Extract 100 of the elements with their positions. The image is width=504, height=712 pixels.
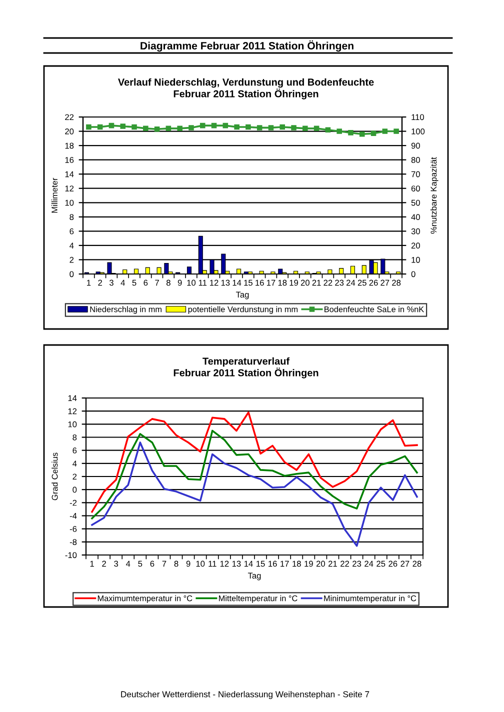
- text: Deutscher Wetterdienst - Niederlassung Weihenstephan - Seite 7: [121, 690, 370, 700]
- x-tick-label: 24: [346, 280, 356, 286]
- y-tick-label: 10: [65, 200, 74, 206]
- x-tick-label: 25: [376, 560, 386, 567]
- x-tick-label: 9: [186, 560, 190, 567]
- x-tick-label: 8: [174, 560, 178, 567]
- x-tick-label: 27: [380, 280, 390, 286]
- x-tick-label: 3: [109, 280, 114, 286]
- y2-tick-label: 30: [411, 228, 420, 234]
- x-tick-label: 22: [340, 560, 349, 567]
- x-tick-label: 5: [138, 560, 142, 567]
- y2-tick-label: 40: [411, 214, 420, 220]
- y2-tick-label: 20: [411, 242, 420, 249]
- x-tick-label: 23: [352, 560, 362, 567]
- chart-subtitle: Februar 2011 Station Öhringen: [174, 88, 318, 100]
- x-tick-label: 17: [266, 280, 276, 286]
- x-axis-title: Tag: [248, 572, 261, 580]
- y2-axis-title: %nutzbare Kapazität: [430, 157, 438, 234]
- x-tick-label: 13: [221, 280, 230, 286]
- x-tick-label: 11: [198, 280, 207, 286]
- y-tick-label: -6: [70, 526, 77, 532]
- y-tick-label: 2: [70, 256, 74, 263]
- x-tick-label: 27: [400, 560, 410, 567]
- legend-label: Minimumtemperatur in °C: [324, 595, 416, 603]
- y-tick-label: 12: [68, 408, 77, 414]
- y-tick-label: 4: [70, 242, 74, 248]
- x-tick-label: 10: [187, 280, 196, 286]
- y-tick-label: -4: [70, 513, 77, 519]
- legend-label: Maximumtemperatur in °C: [98, 595, 192, 603]
- x-tick-label: 7: [162, 560, 166, 567]
- x-tick-label: 12: [220, 560, 229, 567]
- x-tick-label: 17: [280, 560, 289, 567]
- chart-title: Temperaturverlauf: [202, 357, 290, 367]
- x-tick-label: 20: [316, 560, 326, 567]
- x-tick-label: 26: [369, 280, 378, 286]
- y-tick-label: 14: [68, 395, 77, 402]
- x-tick-label: 4: [126, 560, 130, 567]
- x-tick-label: 21: [312, 280, 321, 286]
- y-axis-title: Millimeter: [51, 178, 58, 213]
- y-tick-label: 8: [72, 434, 77, 440]
- x-axis-title: Tag: [236, 292, 249, 300]
- y-tick-label: 10: [68, 421, 77, 428]
- x-tick-label: 28: [392, 280, 401, 286]
- x-tick-label: 28: [412, 560, 422, 567]
- x-tick-label: 12: [210, 280, 218, 286]
- y-tick-label: -2: [70, 500, 77, 506]
- y2-tick-label: 100: [412, 128, 425, 134]
- x-tick-label: 14: [232, 280, 242, 286]
- x-tick-label: 22: [324, 280, 332, 286]
- x-tick-label: 23: [335, 280, 344, 286]
- y2-tick-label: 70: [411, 171, 420, 178]
- y-tick-label: -8: [70, 539, 77, 546]
- x-tick-label: 24: [364, 560, 374, 567]
- y-tick-label: 0: [72, 486, 77, 493]
- y2-tick-label: 90: [411, 142, 420, 149]
- x-tick-label: 9: [178, 280, 182, 286]
- x-tick-label: 4: [120, 280, 125, 286]
- y2-tick-label: 110: [412, 114, 424, 120]
- y-tick-label: 14: [65, 171, 74, 178]
- y-tick-label: 0: [70, 271, 74, 278]
- y2-tick-label: 80: [411, 157, 420, 163]
- legend-label: Bodenfeuchte SaLe in %nK: [324, 306, 424, 312]
- y-tick-label: 4: [72, 460, 77, 466]
- x-tick-label: 8: [166, 280, 170, 286]
- chart-subtitle: Februar 2011 Station Öhringen: [174, 368, 318, 378]
- x-tick-label: 2: [98, 280, 102, 286]
- x-tick-label: 19: [304, 560, 313, 567]
- y2-tick-label: 50: [411, 200, 420, 206]
- y-tick-label: -10: [65, 552, 77, 558]
- legend-label: Mitteltemperatur in °C: [219, 595, 298, 603]
- x-tick-label: 14: [244, 560, 253, 567]
- x-tick-label: 13: [232, 560, 241, 567]
- y-axis-title: Grad Celsius: [52, 452, 58, 500]
- x-tick-label: 18: [278, 280, 287, 286]
- x-tick-label: 16: [268, 560, 277, 567]
- y-tick-label: 6: [72, 448, 77, 454]
- y-tick-label: 2: [72, 474, 77, 480]
- x-tick-label: 1: [90, 560, 94, 567]
- x-tick-label: 1: [87, 280, 91, 286]
- y-tick-label: 20: [65, 128, 74, 134]
- y-tick-label: 22: [65, 114, 74, 120]
- legend-label: Niederschlag in mm: [90, 306, 162, 314]
- chart-title: Verlauf Niederschlag, Verdunstung und Bodenfeuchte: [118, 78, 374, 88]
- y-tick-label: 8: [70, 214, 74, 220]
- x-tick-label: 2: [102, 560, 106, 567]
- x-tick-label: 7: [155, 280, 159, 286]
- legend-label: potentielle Verdunstung in mm: [188, 306, 298, 314]
- x-tick-label: 6: [150, 560, 154, 567]
- x-tick-label: 10: [196, 560, 205, 567]
- x-tick-label: 5: [132, 280, 136, 286]
- x-tick-label: 16: [256, 280, 264, 286]
- x-tick-label: 26: [388, 560, 398, 567]
- x-tick-label: 25: [358, 280, 366, 286]
- y-tick-label: 6: [70, 228, 74, 234]
- y-tick-label: 12: [65, 186, 74, 192]
- x-tick-label: 3: [114, 560, 118, 567]
- x-tick-label: 11: [208, 560, 216, 567]
- x-tick-label: 21: [328, 560, 337, 567]
- x-tick-label: 20: [300, 280, 310, 286]
- x-tick-label: 19: [290, 280, 298, 286]
